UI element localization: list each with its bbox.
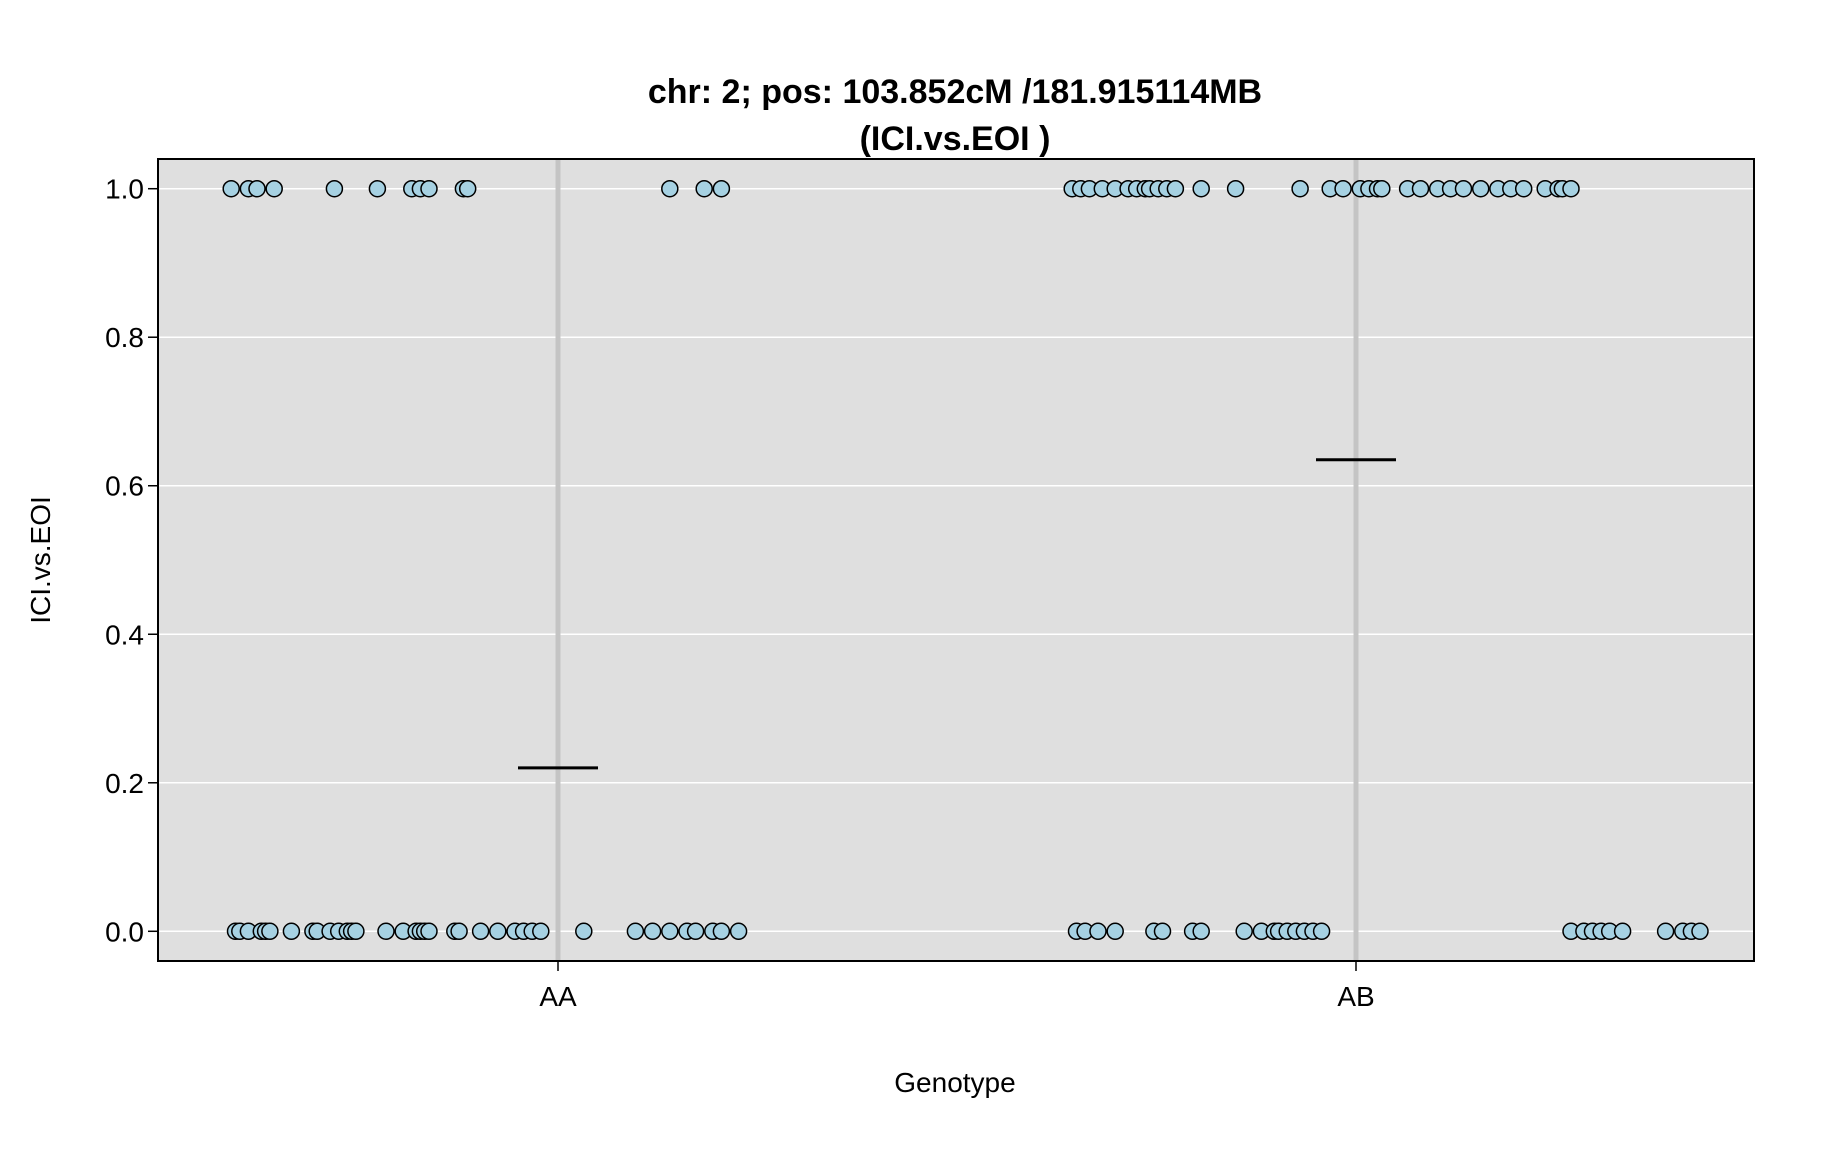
data-point-ab [1291, 179, 1309, 198]
chart-subtitle: (ICI.vs.EOI ) [860, 120, 1051, 158]
data-point-aa [265, 179, 283, 198]
category-lines [555, 159, 1359, 961]
data-point-ab [1153, 922, 1172, 941]
x-tick-label-ab: AB [1337, 981, 1374, 1012]
data-point-aa [261, 922, 279, 941]
panel-border [157, 158, 1755, 962]
mean-lines [518, 458, 1396, 770]
data-point-ab [1656, 922, 1675, 941]
data-point-aa [712, 922, 731, 941]
data-point-ab [1454, 179, 1473, 198]
data-point-aa [347, 922, 365, 941]
data-point-aa [325, 179, 344, 198]
data-point-aa [626, 922, 645, 941]
y-tick-label: 0.4 [105, 619, 144, 650]
data-point-ab [1192, 922, 1210, 941]
data-point-ab [1514, 179, 1533, 198]
y-axis-ticks: 0.0 0.2 0.4 0.6 0.8 1.0 [105, 174, 158, 947]
data-point-aa [643, 922, 662, 941]
data-point-ab [1235, 922, 1253, 941]
y-axis-label: ICI.vs.EOI [25, 496, 56, 624]
data-point-ab [1471, 179, 1490, 198]
data-point-ab [1411, 179, 1430, 198]
y-tick-label: 0.8 [105, 322, 144, 353]
x-axis-ticks: AA AB [539, 961, 1375, 1012]
data-point-aa [686, 922, 705, 941]
data-point-ab [1226, 179, 1245, 198]
data-point-aa [420, 179, 438, 198]
data-point-ab [1312, 922, 1331, 941]
x-axis-label: Genotype [894, 1067, 1015, 1098]
data-points [222, 179, 1709, 941]
data-point-aa [661, 179, 679, 198]
y-tick-label: 1.0 [105, 174, 144, 205]
data-point-aa [420, 922, 438, 941]
chart-title: chr: 2; pos: 103.852cM /181.915114MB [648, 73, 1262, 111]
data-point-ab [1562, 179, 1580, 198]
data-point-aa [282, 922, 301, 941]
data-point-ab [1691, 922, 1709, 941]
y-tick-label: 0.6 [105, 471, 144, 502]
data-point-ab [1613, 922, 1632, 941]
data-point-ab [1373, 179, 1391, 198]
data-point-aa [489, 922, 507, 941]
data-point-aa [368, 179, 387, 198]
data-point-aa [458, 179, 477, 198]
data-point-ab [1334, 179, 1352, 198]
plot-panel [157, 158, 1755, 962]
data-point-ab [1166, 179, 1185, 198]
data-point-aa [471, 922, 490, 941]
data-point-aa [222, 179, 240, 198]
data-point-aa [450, 922, 468, 941]
data-point-ab [1089, 922, 1107, 941]
data-point-aa [377, 922, 395, 941]
y-tick-label: 0.0 [105, 916, 144, 947]
data-point-aa [532, 922, 550, 941]
data-point-aa [729, 922, 748, 941]
data-point-ab [1192, 179, 1210, 198]
x-tick-label-aa: AA [539, 981, 577, 1012]
data-point-aa [695, 179, 713, 198]
data-point-aa [712, 179, 731, 198]
data-point-ab [1106, 922, 1124, 941]
data-point-aa [661, 922, 679, 941]
data-point-aa [575, 922, 593, 941]
y-tick-label: 0.2 [105, 768, 144, 799]
data-point-aa [248, 179, 266, 198]
